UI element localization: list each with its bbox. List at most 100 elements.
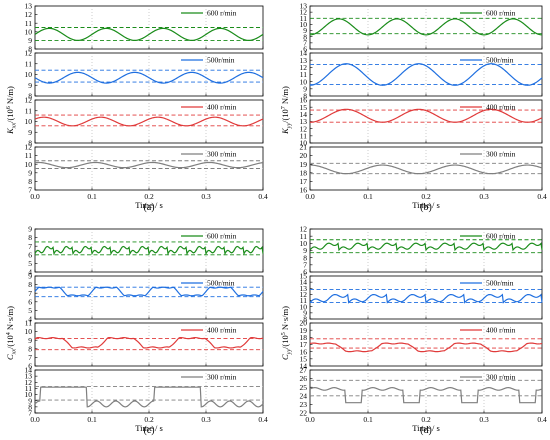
y-tick-label: 11 bbox=[25, 384, 32, 393]
y-tick-label: 10 bbox=[25, 27, 33, 36]
y-tick-label: 11 bbox=[300, 131, 307, 140]
y-tick-label: 8 bbox=[28, 92, 32, 101]
y-tick-label: 14 bbox=[300, 49, 308, 58]
legend-label: 400 r/min bbox=[486, 326, 516, 335]
y-tick-label: 6 bbox=[303, 45, 307, 54]
series-line-400 bbox=[309, 342, 543, 353]
y-tick-label: 13 bbox=[300, 284, 308, 293]
x-tick-label: 0.4 bbox=[258, 415, 268, 424]
series-line-600 bbox=[309, 242, 543, 252]
y-tick-label: 13 bbox=[25, 372, 33, 381]
x-tick-label: 0.1 bbox=[363, 415, 373, 424]
legend-label: 500r/min bbox=[486, 56, 514, 65]
y-tick-label: 11 bbox=[300, 296, 307, 305]
y-tick-label: 10 bbox=[25, 117, 33, 126]
legend-label: 400 r/min bbox=[207, 326, 237, 335]
x-tick-label: 0.0 bbox=[30, 415, 40, 424]
y-tick-label: 4 bbox=[28, 268, 32, 277]
y-label-symbol: K bbox=[5, 127, 15, 135]
x-tick-label: 0.3 bbox=[201, 415, 211, 424]
y-tick-label: 12 bbox=[300, 225, 308, 234]
x-tick-label: 0.2 bbox=[144, 415, 154, 424]
panel-label: (c) bbox=[143, 425, 154, 436]
x-tick-label: 0.0 bbox=[305, 415, 315, 424]
y-label-unit-tail: N·s/m) bbox=[5, 306, 15, 332]
x-tick-label: 0.3 bbox=[479, 192, 489, 201]
y-tick-label: 12 bbox=[25, 10, 33, 19]
y-tick-label: 9 bbox=[303, 84, 307, 93]
y-tick-label: 27 bbox=[300, 366, 308, 375]
y-tick-label: 9 bbox=[28, 128, 32, 137]
x-tick-label: 0.2 bbox=[144, 192, 154, 201]
y-tick-label: 15 bbox=[300, 272, 308, 281]
y-tick-label: 8 bbox=[28, 139, 32, 148]
y-tick-label: 8 bbox=[303, 92, 307, 101]
y-tick-label: 16 bbox=[300, 347, 308, 356]
series-line-300 bbox=[34, 386, 264, 408]
series-line-400 bbox=[34, 337, 264, 349]
y-tick-label: 11 bbox=[300, 14, 307, 23]
y-tick-label: 12 bbox=[300, 124, 308, 133]
y-axis-label: Kxx/(106 N/m) bbox=[5, 86, 18, 135]
y-tick-label: 10 bbox=[25, 160, 33, 169]
y-label-symbol: K bbox=[280, 127, 290, 135]
y-tick-label: 24 bbox=[300, 391, 308, 400]
y-tick-label: 10 bbox=[300, 139, 308, 148]
y-tick-label: 23 bbox=[300, 400, 308, 409]
legend-label: 400 r/min bbox=[486, 103, 516, 112]
series-line-400 bbox=[309, 108, 543, 123]
y-label-exponent: 6 bbox=[6, 106, 12, 109]
legend-label: 500r/min bbox=[486, 279, 514, 288]
y-tick-label: 9 bbox=[303, 246, 307, 255]
y-label-exponent: 4 bbox=[6, 332, 12, 335]
y-tick-label: 13 bbox=[300, 56, 308, 65]
x-tick-label: 0.4 bbox=[537, 415, 547, 424]
y-label-unit: /(10 bbox=[280, 335, 290, 349]
y-tick-label: 19 bbox=[300, 326, 308, 335]
y-tick-label: 9 bbox=[28, 336, 32, 345]
y-axis-label: Cyy/(105 N·s/m) bbox=[280, 306, 293, 360]
y-tick-label: 8 bbox=[28, 177, 32, 186]
y-tick-label: 10 bbox=[25, 390, 33, 399]
legend-label: 600 r/min bbox=[486, 9, 516, 18]
series-line-300 bbox=[34, 161, 264, 169]
y-tick-label: 10 bbox=[300, 77, 308, 86]
y-tick-label: 8 bbox=[303, 253, 307, 262]
y-tick-label: 8 bbox=[28, 280, 32, 289]
series-line-500 bbox=[34, 71, 264, 84]
legend-label: 500r/min bbox=[207, 56, 235, 65]
legend-label: 400 r/min bbox=[207, 103, 237, 112]
y-tick-label: 17 bbox=[300, 340, 308, 349]
x-axis-label: Time / s bbox=[135, 423, 163, 433]
y-tick-label: 8 bbox=[303, 315, 307, 324]
y-label-subscript: yy bbox=[287, 123, 293, 130]
y-tick-label: 9 bbox=[303, 308, 307, 317]
y-tick-label: 10 bbox=[25, 327, 33, 336]
y-tick-label: 11 bbox=[25, 106, 32, 115]
series-line-600 bbox=[34, 245, 264, 256]
y-tick-label: 7 bbox=[28, 289, 32, 298]
y-tick-label: 9 bbox=[303, 26, 307, 35]
legend-label: 300 r/min bbox=[486, 150, 516, 159]
y-tick-label: 9 bbox=[28, 36, 32, 45]
y-tick-label: 26 bbox=[300, 374, 308, 383]
y-tick-label: 13 bbox=[25, 2, 33, 11]
y-tick-label: 11 bbox=[300, 232, 307, 241]
y-tick-label: 10 bbox=[25, 70, 33, 79]
y-label-subscript: xx bbox=[12, 349, 18, 356]
y-tick-label: 12 bbox=[25, 96, 33, 105]
y-tick-label: 7 bbox=[28, 409, 32, 418]
y-tick-label: 15 bbox=[300, 103, 308, 112]
series-line-500 bbox=[309, 63, 543, 86]
